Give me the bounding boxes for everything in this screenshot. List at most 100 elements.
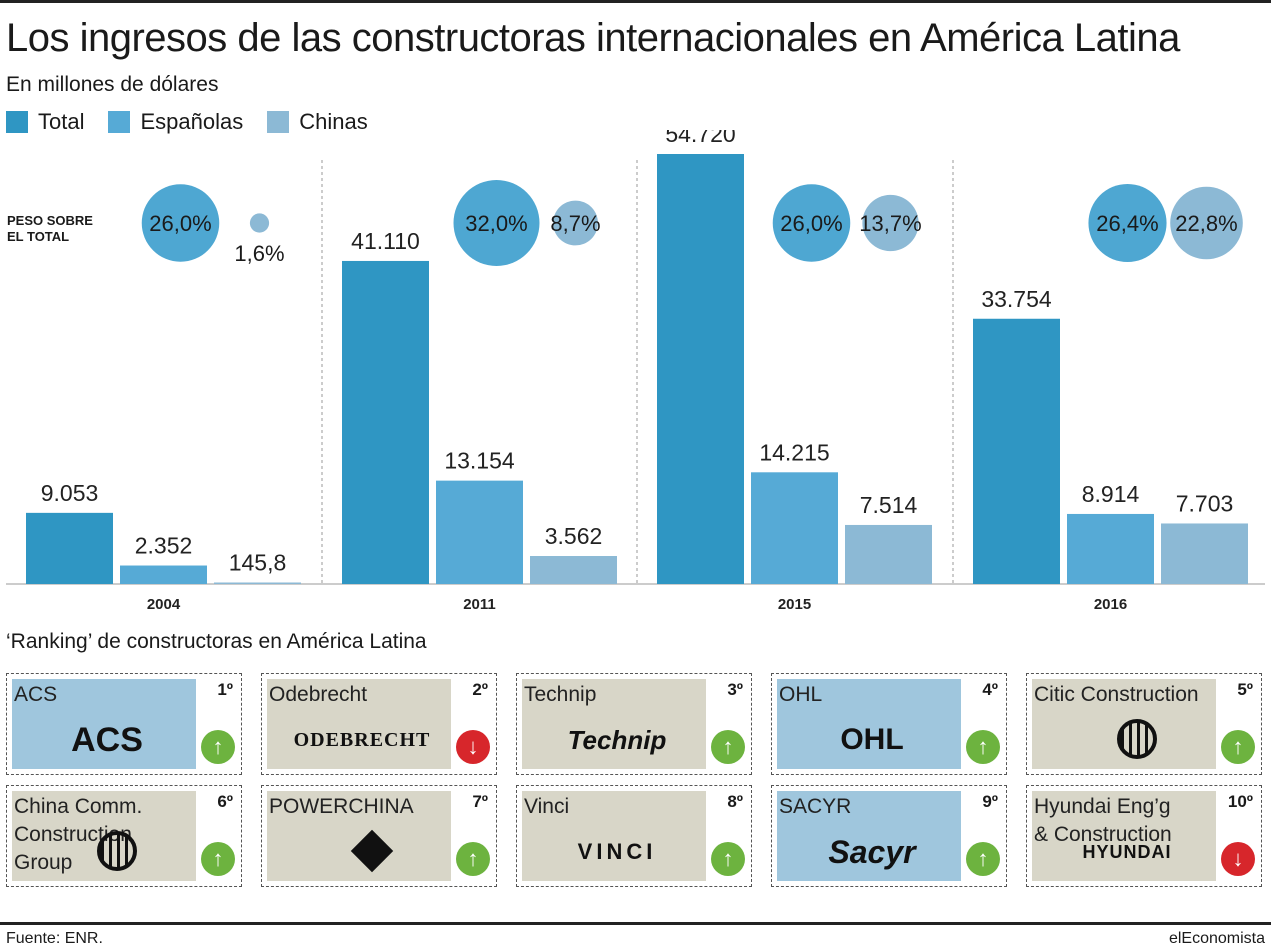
- share-label-espanolas-2011: 32,0%: [465, 211, 527, 236]
- ranking-card-bg: [777, 791, 961, 881]
- ranking-card-9: SACYR 9º ↑ Sacyr: [771, 785, 1007, 887]
- bar-total-2015: [657, 154, 744, 584]
- company-name: SACYR: [779, 795, 852, 818]
- company-name: Hyundai Eng’g & Construction: [1034, 795, 1172, 846]
- company-logo-icon: [47, 826, 187, 876]
- company-logo-icon: [302, 826, 442, 876]
- bar-chart: 9.053 2.352 145,8 2004 41.110 13.154 3.562 2011…: [6, 130, 1265, 613]
- share-bubble-espanolas-2015: [772, 184, 851, 262]
- trend-down-icon: ↓: [456, 730, 490, 764]
- share-label-chinas-2016: 22,8%: [1175, 211, 1237, 236]
- ranking-card-10: Hyundai Eng’g & Construction 10º ↓ HYUNDAI: [1026, 785, 1262, 887]
- legend-item-espanolas: Españolas: [108, 109, 243, 135]
- x-tick-2016: 2016: [1094, 596, 1127, 613]
- share-label-espanolas-2015: 26,0%: [780, 211, 842, 236]
- share-bubble-chinas-2016: [1170, 186, 1243, 260]
- legend-label-espanolas: Españolas: [140, 109, 244, 134]
- logo-emblem-icon: [350, 829, 394, 873]
- ranking-card-7: POWERCHINA 7º ↑: [261, 785, 497, 887]
- company-name: OHL: [779, 683, 823, 706]
- x-tick-2004: 2004: [147, 596, 181, 613]
- rank-number: 5º: [1237, 680, 1253, 699]
- chart-subtitle: En millones de dólares: [6, 73, 219, 96]
- legend-item-chinas: Chinas: [267, 109, 368, 135]
- ranking-card-bg: [267, 791, 451, 881]
- bar-label-chinas-2016: 7.703: [1176, 490, 1234, 516]
- trend-up-icon: ↑: [1221, 730, 1255, 764]
- footer-rule: [0, 922, 1271, 925]
- company-name: ACS: [14, 683, 58, 706]
- company-logo: Technip: [567, 724, 667, 755]
- rank-number: 8º: [727, 792, 743, 811]
- bar-total-2016: [973, 318, 1060, 584]
- bar-label-espanolas-2015: 14.215: [759, 439, 829, 465]
- ranking-card-4: OHL 4º ↑ OHL: [771, 673, 1007, 775]
- share-label-espanolas-2016: 26,4%: [1096, 211, 1158, 236]
- bar-total-2004: [26, 512, 113, 584]
- top-rule: [0, 0, 1271, 3]
- logo-emblem-icon: [97, 831, 137, 871]
- legend-swatch-espanolas: [108, 111, 131, 133]
- ranking-card-3: Technip 3º ↑ Technip: [516, 673, 752, 775]
- company-logo: OHL: [840, 723, 904, 756]
- trend-up-icon: ↑: [201, 842, 235, 876]
- bar-label-chinas-2015: 7.514: [860, 492, 918, 518]
- bar-label-total-2015: 54.720: [665, 130, 735, 147]
- bar-label-total-2016: 33.754: [981, 286, 1052, 312]
- share-label-chinas-2015: 13,7%: [859, 211, 921, 236]
- company-name: Vinci: [524, 795, 570, 818]
- ranking-card-bg: [522, 679, 706, 769]
- company-logo: Sacyr: [828, 833, 916, 870]
- trend-up-icon: ↑: [966, 730, 1000, 764]
- company-name: Citic Construction: [1034, 683, 1199, 706]
- ranking-card-bg: [1032, 791, 1216, 881]
- company-logo-icon: [1067, 714, 1207, 764]
- rank-number: 2º: [472, 680, 488, 699]
- bar-label-total-2011: 41.110: [351, 228, 420, 254]
- brand-name: elEconomista: [1168, 930, 1265, 947]
- bar-label-chinas-2004: 145,8: [229, 550, 287, 576]
- bar-chinas-2015: [845, 524, 932, 584]
- company-name: Technip: [524, 683, 597, 706]
- source-note: Fuente: ENR.: [6, 930, 103, 947]
- x-tick-2011: 2011: [463, 596, 496, 613]
- x-tick-2015: 2015: [778, 596, 811, 613]
- chart-title: Los ingresos de las constructoras intern…: [6, 16, 1180, 60]
- bar-espanolas-2015: [751, 472, 838, 584]
- rank-number: 10º: [1227, 792, 1253, 811]
- ranking-card-2: Odebrecht 2º ↓ ODEBRECHT: [261, 673, 497, 775]
- ranking-card-bg: [267, 679, 451, 769]
- share-label-espanolas-2004: 26,0%: [149, 211, 211, 236]
- trend-up-icon: ↑: [201, 730, 235, 764]
- bar-label-espanolas-2011: 13.154: [444, 448, 515, 474]
- legend-label-chinas: Chinas: [299, 109, 368, 134]
- legend-swatch-total: [6, 111, 28, 133]
- bar-chinas-2004: [214, 582, 301, 584]
- company-name: Odebrecht: [269, 683, 368, 706]
- ranking-card-8: Vinci 8º ↑ VINCI: [516, 785, 752, 887]
- trend-up-icon: ↑: [711, 730, 745, 764]
- rank-number: 9º: [982, 792, 998, 811]
- ranking-title: ‘Ranking’ de constructoras en América La…: [6, 630, 427, 653]
- ranking-card-6: China Comm. Construction Group 6º ↑: [6, 785, 242, 887]
- legend-swatch-chinas: [267, 111, 290, 133]
- company-name: POWERCHINA: [269, 795, 414, 818]
- rank-number: 3º: [727, 680, 743, 699]
- legend: Total Españolas Chinas: [6, 109, 392, 135]
- bar-espanolas-2011: [436, 480, 523, 584]
- trend-up-icon: ↑: [456, 842, 490, 876]
- ranking-card-bg: [777, 679, 961, 769]
- share-bubble-espanolas-2004: [141, 184, 220, 262]
- bar-label-chinas-2011: 3.562: [545, 523, 603, 549]
- trend-up-icon: ↑: [966, 842, 1000, 876]
- legend-label-total: Total: [38, 109, 85, 134]
- rank-number: 7º: [472, 792, 488, 811]
- bar-chinas-2011: [530, 556, 617, 584]
- company-logo: HYUNDAI: [1082, 841, 1172, 862]
- trend-up-icon: ↑: [711, 842, 745, 876]
- bar-chinas-2016: [1161, 523, 1248, 584]
- ranking-card-bg: [522, 791, 706, 881]
- bar-label-espanolas-2016: 8.914: [1082, 481, 1140, 507]
- logo-emblem-icon: [1117, 719, 1157, 759]
- rank-number: 1º: [217, 680, 233, 699]
